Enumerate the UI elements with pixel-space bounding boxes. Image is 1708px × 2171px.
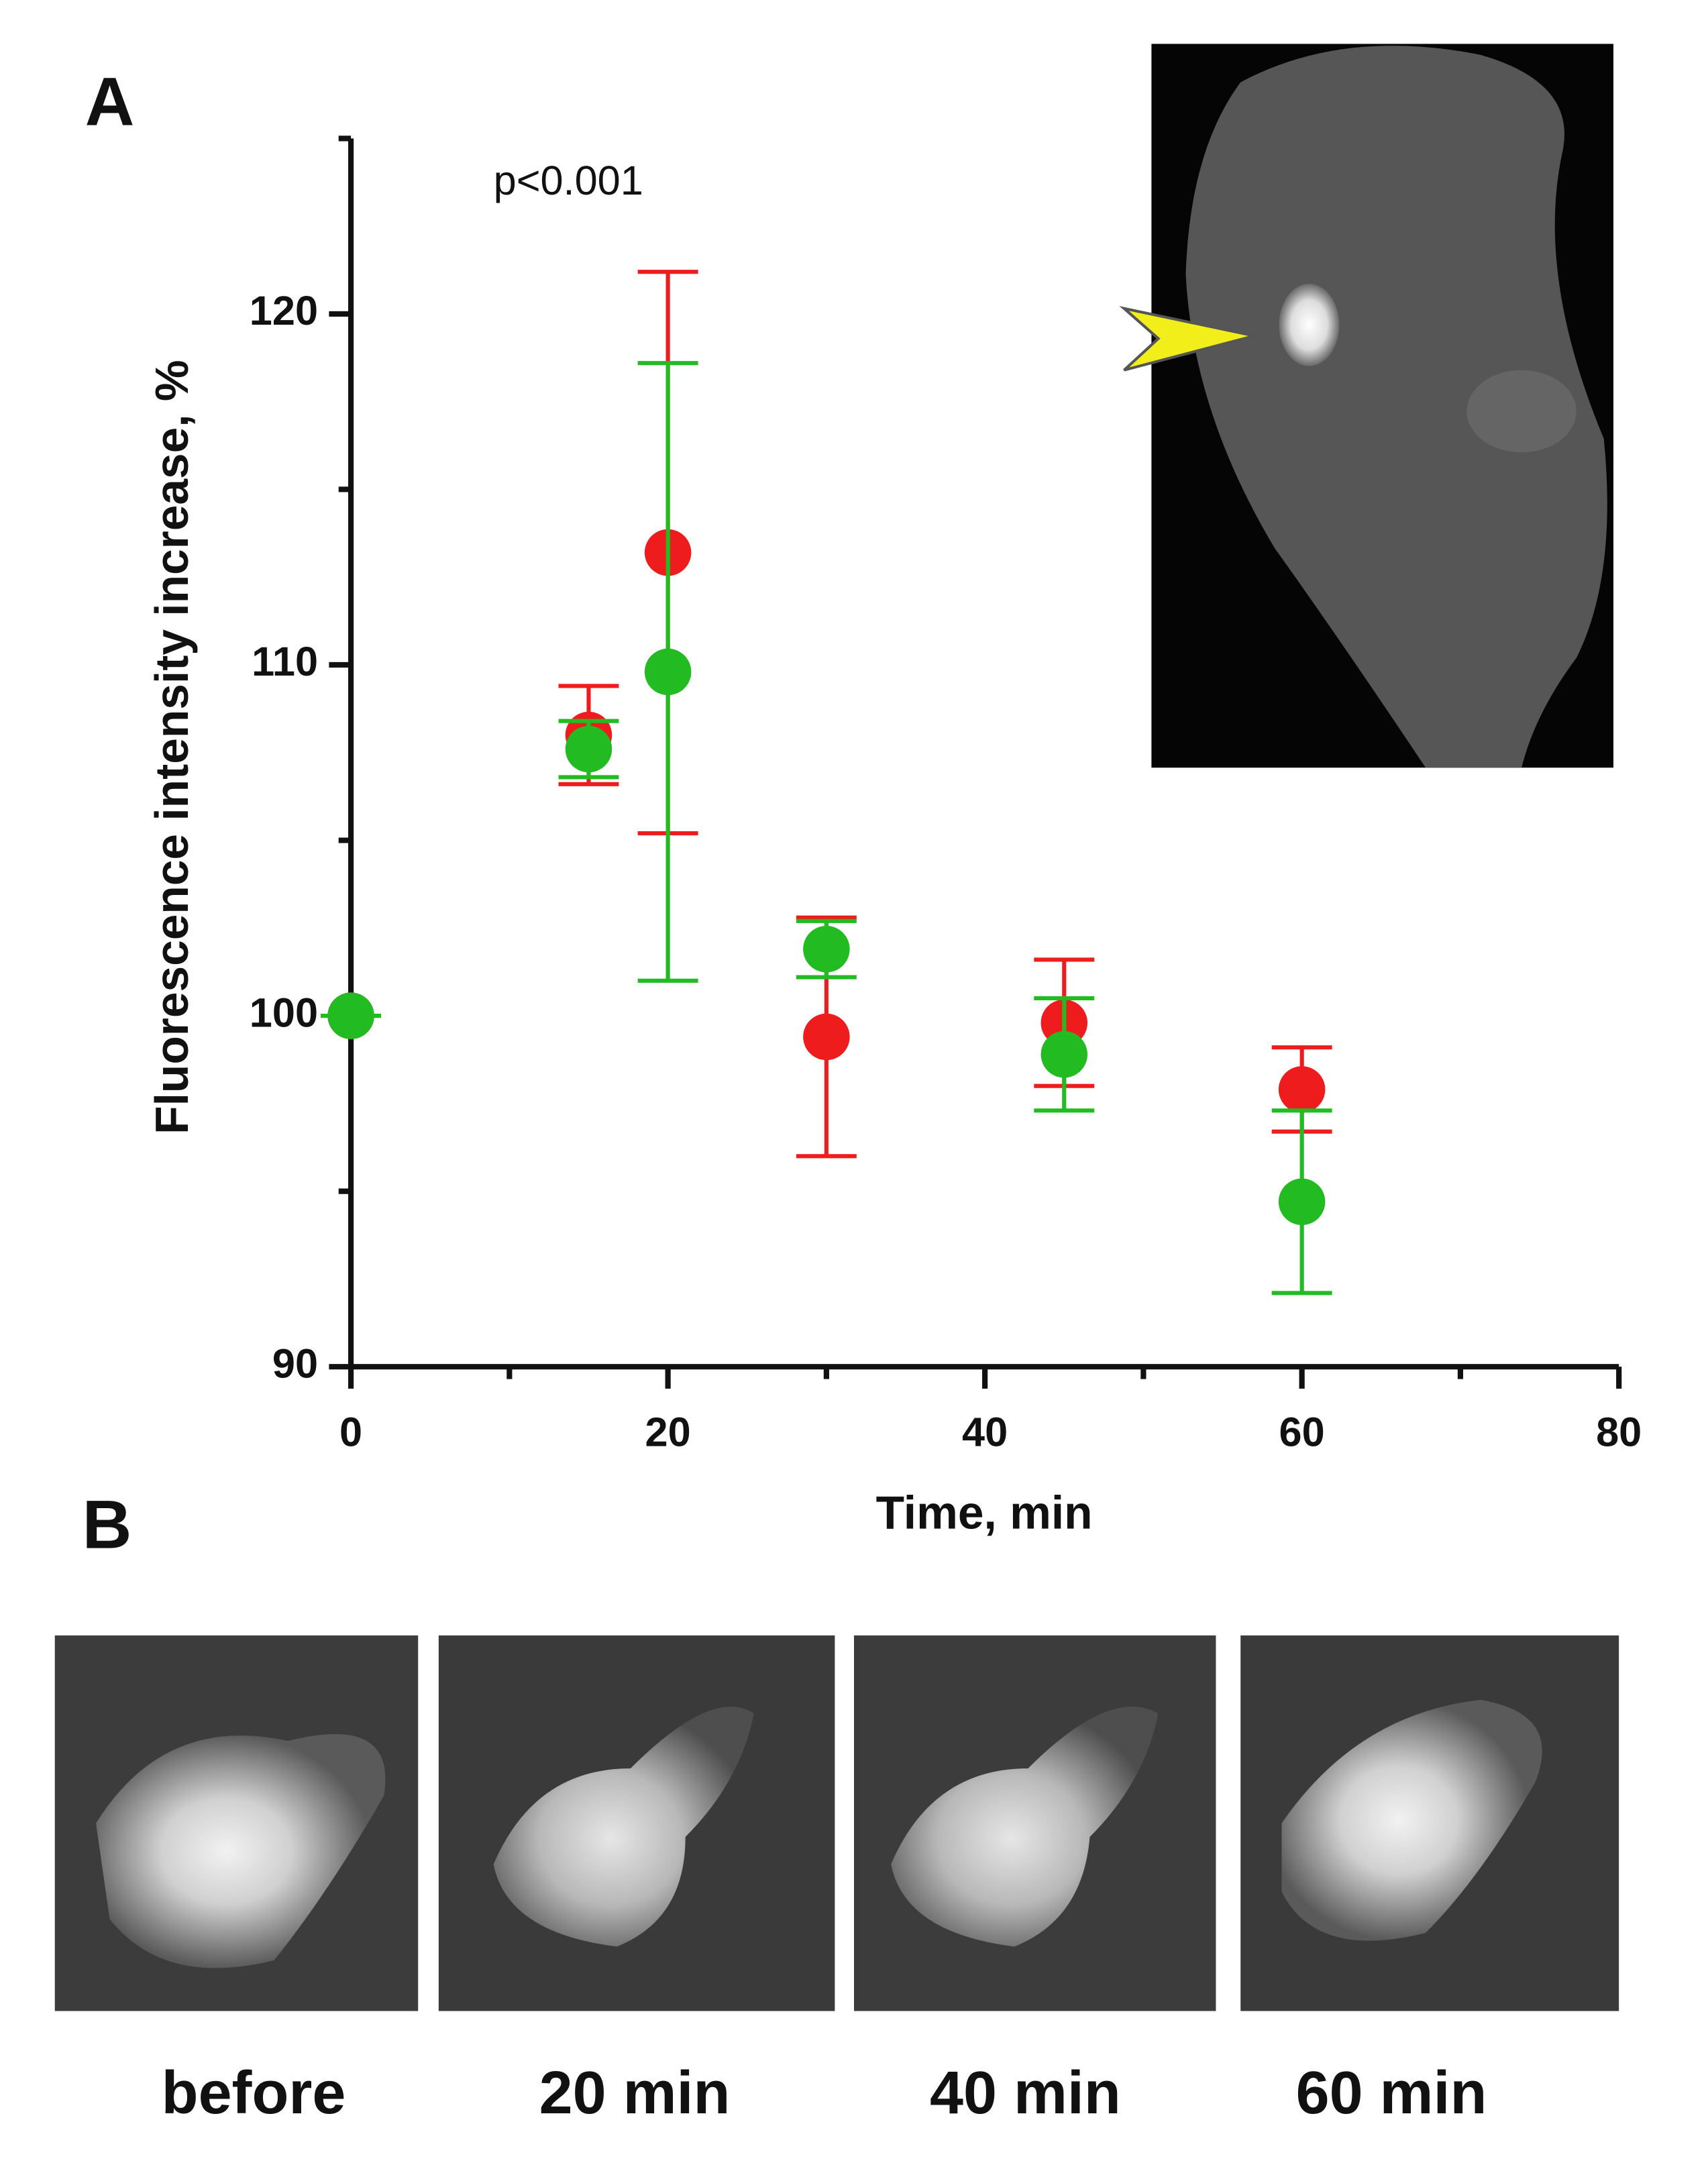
- data-point: [327, 992, 374, 1039]
- data-point: [1040, 1030, 1088, 1078]
- x-tick-label: 20: [645, 1410, 691, 1455]
- data-point: [1278, 1178, 1326, 1226]
- data-point: [803, 1013, 850, 1061]
- y-tick-label: 120: [250, 288, 318, 333]
- y-tick-label: 100: [250, 990, 318, 1035]
- x-tick-label: 40: [962, 1410, 1008, 1455]
- panel-label: A: [85, 63, 135, 140]
- data-point: [565, 725, 612, 773]
- image-caption: 60 min: [1296, 2060, 1487, 2127]
- y-axis-label: Fluorescence intensity increase, %: [146, 360, 198, 1134]
- data-point: [644, 648, 692, 696]
- x-tick-label: 60: [1279, 1410, 1325, 1455]
- data-point: [803, 925, 850, 973]
- inset-photo: [1119, 44, 1613, 768]
- y-tick-label: 110: [252, 639, 318, 684]
- image-strip: [54, 1635, 1619, 2011]
- image-caption: 40 min: [930, 2060, 1121, 2127]
- x-tick-label: 0: [339, 1410, 362, 1455]
- panel-label: B: [83, 1486, 132, 1563]
- image-caption: 20 min: [539, 2060, 731, 2127]
- y-tick-label: 90: [272, 1340, 318, 1386]
- data-point: [1278, 1066, 1326, 1113]
- annotation: p<0.001: [494, 158, 643, 203]
- x-axis-label: Time, min: [876, 1486, 1093, 1538]
- x-tick-label: 80: [1596, 1410, 1642, 1455]
- image-caption: before: [162, 2060, 346, 2127]
